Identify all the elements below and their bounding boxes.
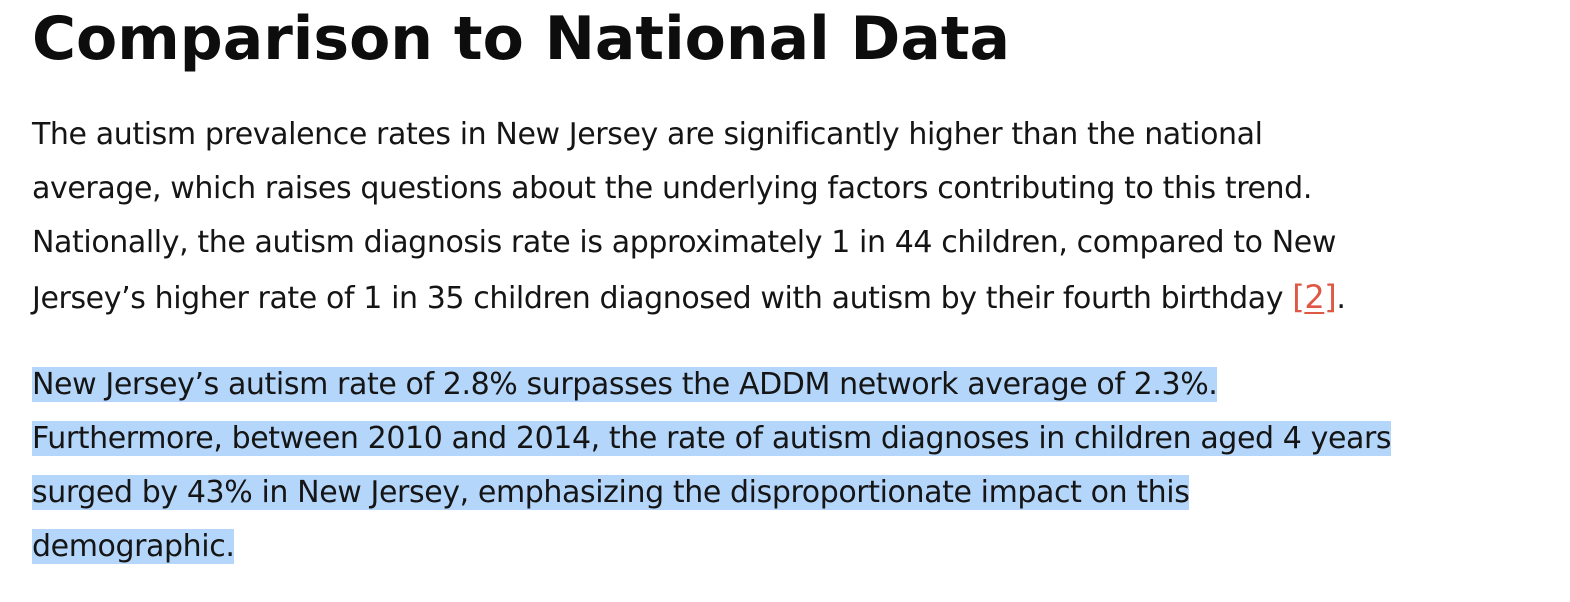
- selected-line-wrap: surged by 43% in New Jersey, emphasizing…: [32, 466, 1568, 520]
- citation-link[interactable]: [2]: [1292, 278, 1337, 316]
- paragraph-line: Nationally, the autism diagnosis rate is…: [32, 225, 1336, 260]
- citation-bracket-close: ]: [1324, 278, 1337, 316]
- selected-line-wrap: demographic.: [32, 520, 1568, 574]
- selected-line[interactable]: Furthermore, between 2010 and 2014, the …: [32, 421, 1392, 456]
- selected-line-wrap: Furthermore, between 2010 and 2014, the …: [32, 412, 1568, 466]
- paragraph-line-last: Jersey’s higher rate of 1 in 35 children…: [32, 270, 1568, 326]
- selected-line-wrap: New Jersey’s autism rate of 2.8% surpass…: [32, 358, 1568, 412]
- paragraph-line-text: Jersey’s higher rate of 1 in 35 children…: [32, 281, 1284, 316]
- selected-line[interactable]: surged by 43% in New Jersey, emphasizing…: [32, 475, 1190, 510]
- paragraph-line: average, which raises questions about th…: [32, 171, 1312, 206]
- paragraph-line: The autism prevalence rates in New Jerse…: [32, 117, 1263, 152]
- paragraph-national-comparison: The autism prevalence rates in New Jerse…: [32, 108, 1568, 326]
- selected-line[interactable]: New Jersey’s autism rate of 2.8% surpass…: [32, 367, 1218, 402]
- section-heading: Comparison to National Data: [32, 4, 1010, 74]
- sentence-period: .: [1336, 281, 1346, 316]
- citation-bracket-open: [: [1292, 278, 1305, 316]
- article-content: Comparison to National Data The autism p…: [32, 0, 1568, 574]
- selected-line[interactable]: demographic.: [32, 529, 235, 564]
- citation-number: 2: [1304, 278, 1325, 316]
- paragraph-selected-text[interactable]: New Jersey’s autism rate of 2.8% surpass…: [32, 358, 1568, 574]
